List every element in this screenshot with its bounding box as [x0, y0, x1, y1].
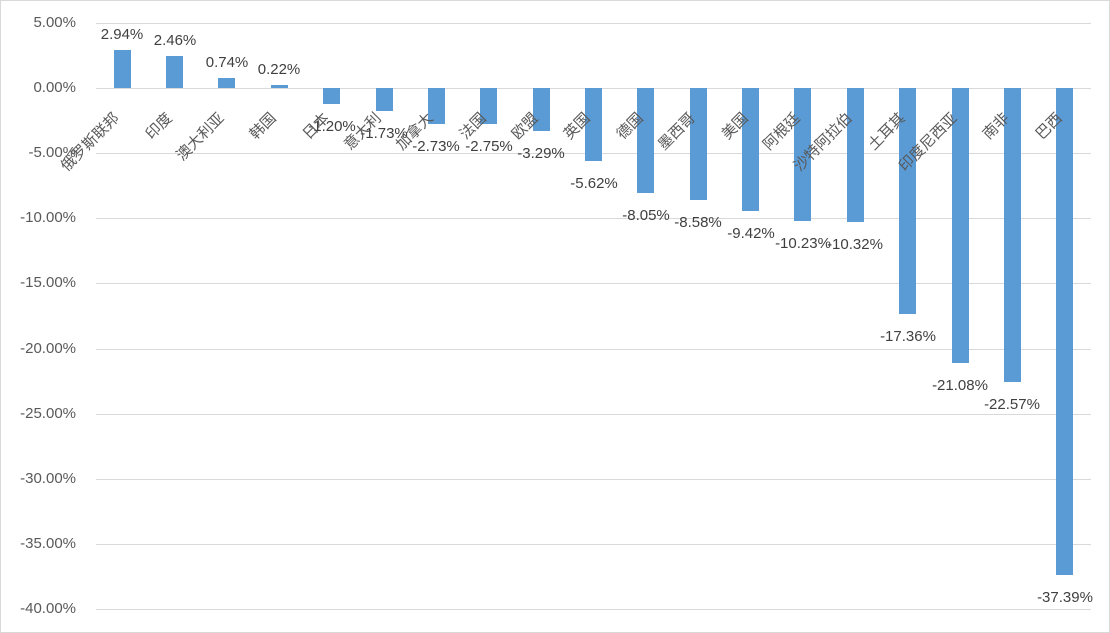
- category-label: 印度: [142, 109, 176, 143]
- bar: [952, 88, 969, 363]
- bar: [742, 88, 759, 211]
- y-axis-tick-label: -15.00%: [20, 274, 76, 291]
- bar: [323, 88, 340, 104]
- bar: [114, 50, 131, 88]
- bar: [166, 56, 183, 88]
- bar: [637, 88, 654, 193]
- bar: [1056, 88, 1073, 575]
- category-label: 澳大利亚: [173, 109, 228, 165]
- gridline: [96, 479, 1091, 480]
- data-label: -2.73%: [412, 138, 460, 155]
- data-label: 0.74%: [205, 54, 249, 71]
- data-label: -1.73%: [360, 125, 408, 142]
- data-label: 2.46%: [153, 32, 197, 49]
- bar: [218, 78, 235, 88]
- data-label: -3.29%: [517, 145, 565, 162]
- category-label: 俄罗斯联邦: [57, 109, 123, 175]
- category-label: 日本: [299, 109, 333, 143]
- data-label: -10.32%: [827, 236, 883, 253]
- bar: [794, 88, 811, 221]
- gridline: [96, 544, 1091, 545]
- category-label: 韩国: [246, 109, 280, 143]
- data-label: 2.94%: [100, 26, 144, 43]
- data-label: -22.57%: [984, 396, 1040, 413]
- data-label: -17.36%: [880, 328, 936, 345]
- gridline: [96, 349, 1091, 350]
- data-label: -21.08%: [932, 377, 988, 394]
- bar: [690, 88, 707, 200]
- data-label: 0.22%: [257, 61, 301, 78]
- y-axis-tick-label: -20.00%: [20, 340, 76, 357]
- gridline: [96, 218, 1091, 219]
- y-axis-tick-label: -35.00%: [20, 535, 76, 552]
- data-label: -5.62%: [570, 175, 618, 192]
- bar: [533, 88, 550, 131]
- y-axis-tick-label: 0.00%: [33, 79, 76, 96]
- bar: [1004, 88, 1021, 382]
- data-label: -37.39%: [1037, 589, 1093, 606]
- bar: [899, 88, 916, 314]
- data-label: -2.75%: [465, 138, 513, 155]
- y-axis-tick-label: -30.00%: [20, 470, 76, 487]
- bar: [585, 88, 602, 161]
- gridline: [96, 414, 1091, 415]
- data-label: -8.05%: [622, 207, 670, 224]
- bar: [271, 85, 288, 88]
- bar: [480, 88, 497, 124]
- gridline: [96, 283, 1091, 284]
- data-label: -8.58%: [674, 214, 722, 231]
- bar: [376, 88, 393, 111]
- bar: [428, 88, 445, 124]
- gridline: [96, 609, 1091, 610]
- data-label: -1.20%: [308, 118, 356, 135]
- y-axis-tick-label: -25.00%: [20, 405, 76, 422]
- gridline: [96, 23, 1091, 24]
- data-label: -10.23%: [775, 235, 831, 252]
- y-axis-tick-label: -5.00%: [28, 144, 76, 161]
- y-axis-tick-label: -40.00%: [20, 600, 76, 617]
- data-label: -9.42%: [727, 225, 775, 242]
- y-axis-tick-label: 5.00%: [33, 14, 76, 31]
- y-axis-tick-label: -10.00%: [20, 209, 76, 226]
- bar: [847, 88, 864, 222]
